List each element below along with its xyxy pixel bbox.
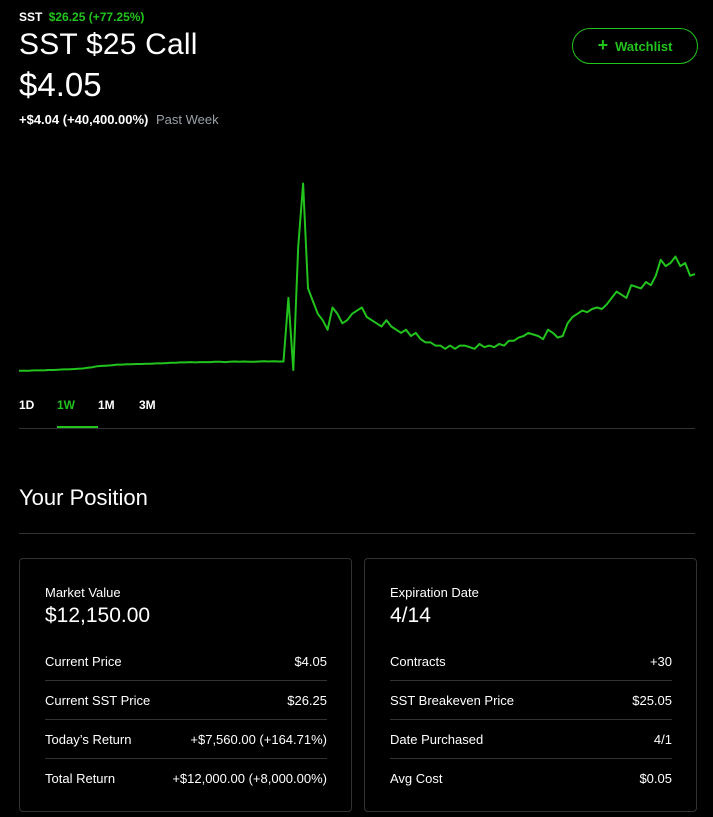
underlying-symbol[interactable]: SST (19, 10, 43, 24)
option-price: $4.05 (19, 66, 102, 103)
price-change-value: +$4.04 (+40,400.00%) (19, 112, 149, 127)
stat-value: +30 (649, 653, 672, 669)
stat-value: +$12,000.00 (+8,000.00%) (172, 771, 327, 786)
stat-value: +$7,560.00 (+164.71%) (190, 731, 327, 747)
stat-row: Current SST Price $26.25 (45, 681, 327, 720)
expiration-card: Expiration Date 4/14 Contracts +30 SST B… (364, 558, 697, 812)
stat-label: Avg Cost (390, 771, 443, 786)
stat-value: $0.05 (639, 771, 672, 786)
stat-row: Date Purchased 4/1 (390, 720, 672, 759)
tab-1d[interactable]: 1D (19, 398, 57, 428)
expiration-date: 4/14 (390, 604, 431, 627)
tab-1d-label: 1D (19, 398, 35, 412)
stat-row: Current Price $4.05 (45, 642, 327, 681)
watchlist-label: Watchlist (615, 38, 673, 54)
plus-icon: + (597, 35, 609, 55)
section-divider (19, 533, 695, 534)
stat-label: Current Price (45, 653, 122, 669)
stat-row: Total Return +$12,000.00 (+8,000.00%) (45, 759, 327, 798)
market-value-label: Market Value (45, 585, 121, 600)
watchlist-button[interactable]: + Watchlist (572, 28, 698, 64)
price-chart[interactable] (0, 150, 713, 390)
price-change-period: Past Week (156, 112, 219, 127)
stat-value: $4.05 (294, 653, 327, 669)
underlying-quote: SST $26.25 (+77.25%) (19, 10, 144, 24)
stat-row: Contracts +30 (390, 642, 672, 681)
tab-1w-label: 1W (57, 398, 75, 412)
stat-label: Today’s Return (45, 731, 132, 747)
underlying-price-change: $26.25 (+77.25%) (48, 10, 145, 24)
stat-row: SST Breakeven Price $25.05 (390, 681, 672, 720)
tab-1w[interactable]: 1W (57, 398, 98, 428)
market-value: $12,150.00 (45, 604, 151, 627)
stat-label: Total Return (45, 771, 116, 786)
tab-1m-label: 1M (98, 398, 115, 412)
tab-3m[interactable]: 3M (139, 398, 169, 428)
expiration-date-label: Expiration Date (390, 585, 479, 600)
stat-value: $25.05 (632, 692, 672, 708)
price-change: +$4.04 (+40,400.00%) Past Week (19, 112, 219, 127)
price-line (19, 182, 696, 372)
chart-divider (19, 428, 695, 429)
stat-label: SST Breakeven Price (390, 692, 515, 708)
tab-1m[interactable]: 1M (98, 398, 139, 428)
stat-value: 4/1 (653, 731, 672, 747)
tab-3m-label: 3M (139, 398, 156, 412)
section-title-your-position: Your Position (19, 485, 148, 510)
stat-label: Current SST Price (45, 692, 151, 708)
stat-row: Avg Cost $0.05 (390, 759, 672, 798)
stat-value: $26.25 (287, 692, 327, 708)
stat-row: Today’s Return +$7,560.00 (+164.71%) (45, 720, 327, 759)
time-range-tabs: 1D 1W 1M 3M (19, 398, 169, 428)
stat-label: Date Purchased (390, 731, 484, 747)
page-title: SST $25 Call (19, 28, 198, 61)
stat-label: Contracts (390, 653, 446, 669)
market-value-card: Market Value $12,150.00 Current Price $4… (19, 558, 352, 812)
